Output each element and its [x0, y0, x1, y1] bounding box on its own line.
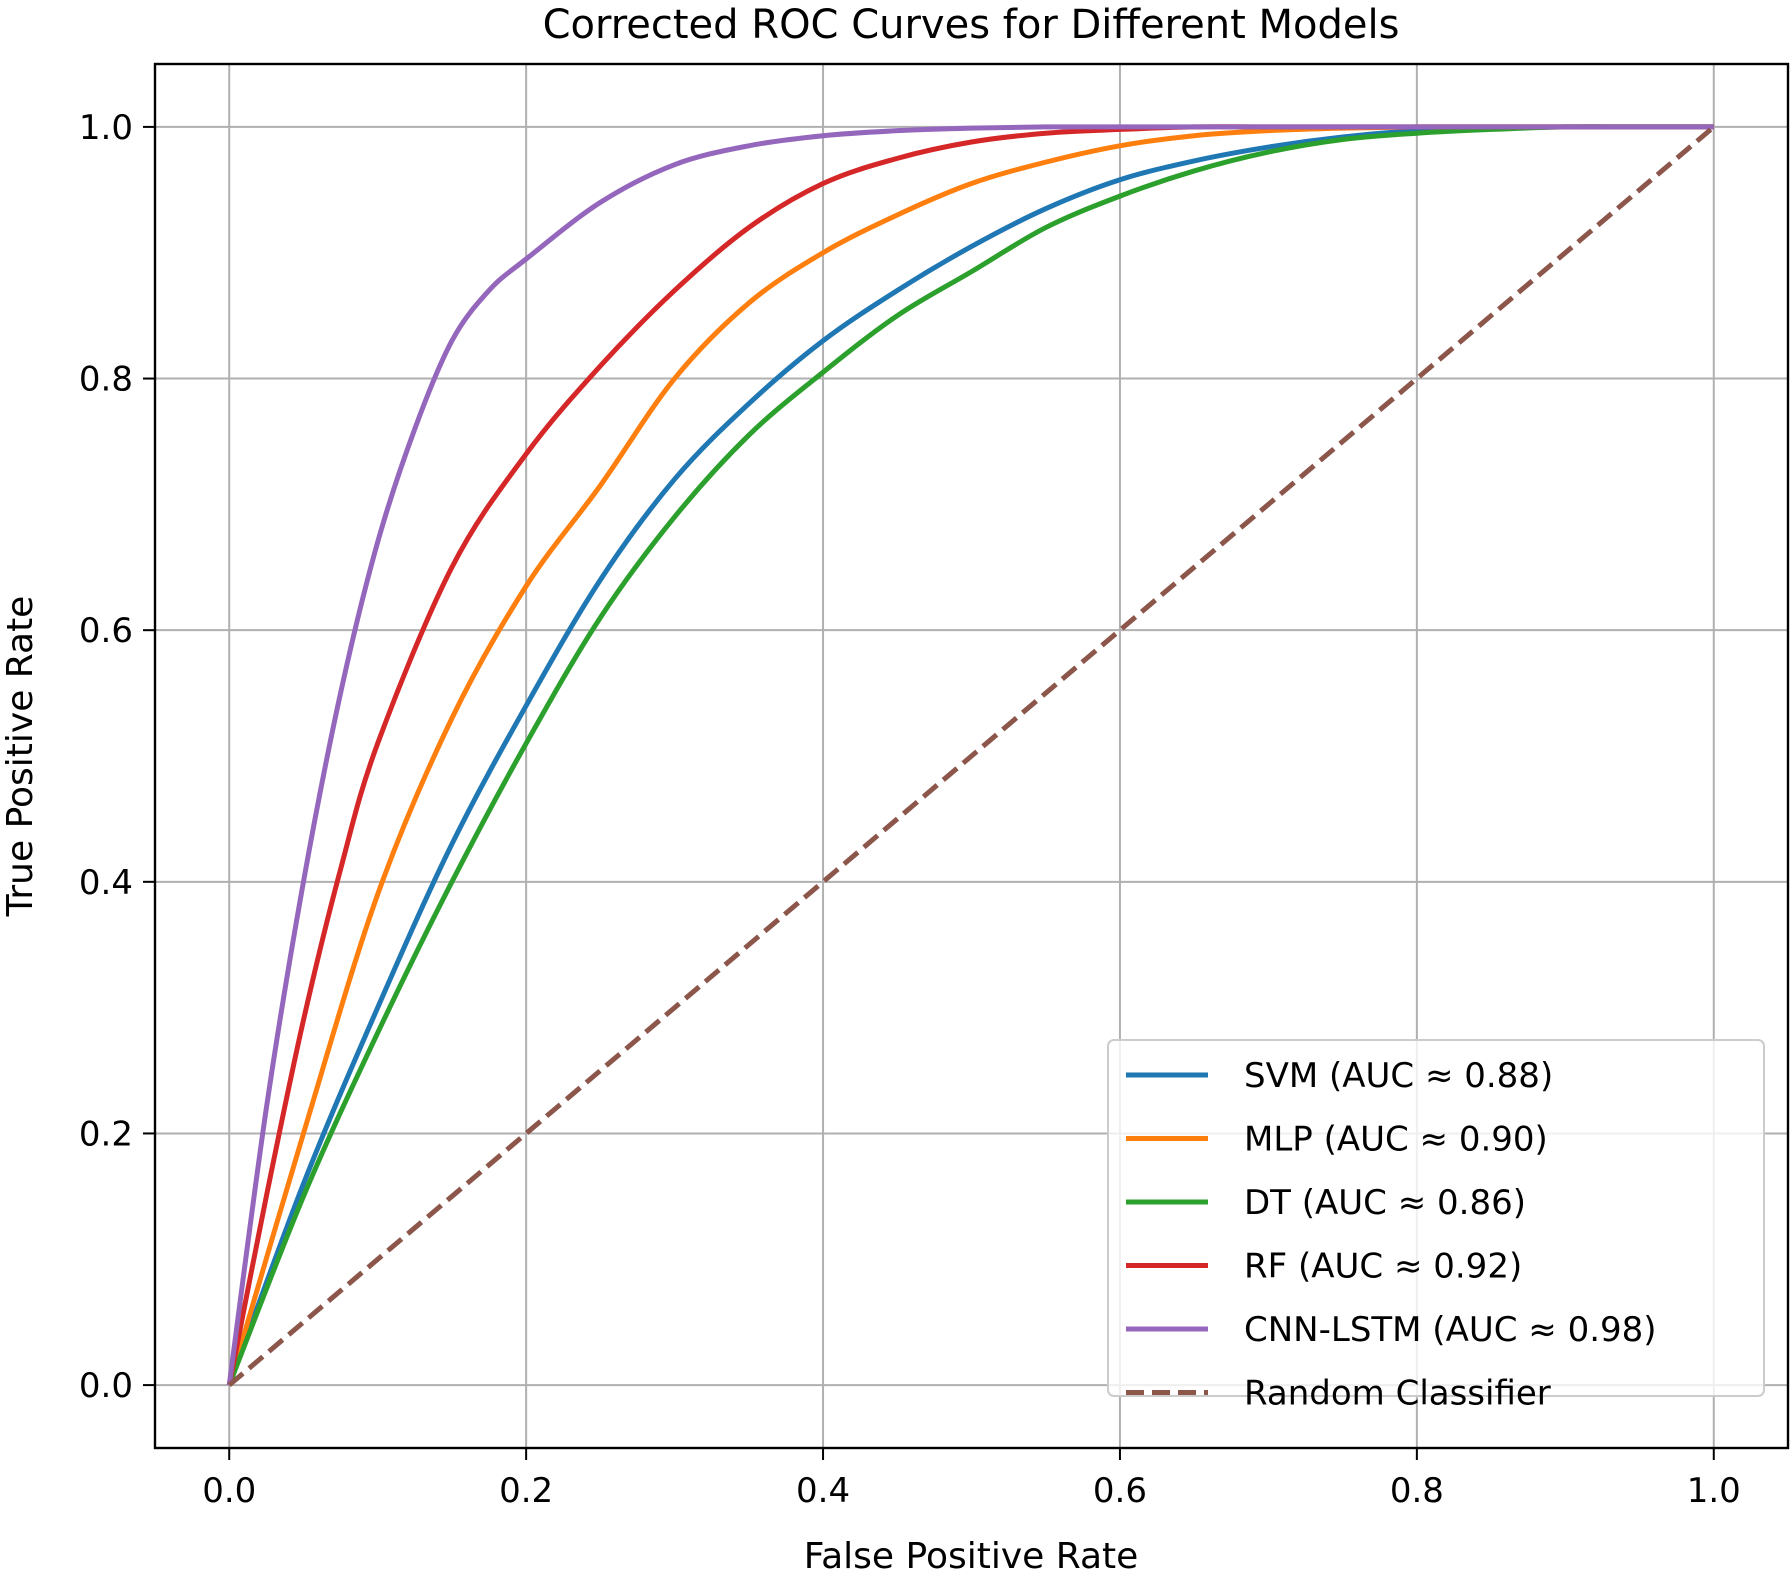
series-line-dt [226, 124, 1714, 1387]
y-tick-label: 0.0 [79, 1366, 133, 1406]
series-line-random [227, 125, 1716, 1387]
grid-lines [155, 64, 1788, 1448]
series-line-cnn-lstm [226, 124, 1714, 1386]
series-lines [226, 124, 1716, 1387]
legend-label-mlp: MLP (AUC ≈ 0.90) [1244, 1120, 1548, 1160]
x-tick-label: 0.6 [1093, 1471, 1147, 1511]
x-tick-label: 1.0 [1687, 1471, 1741, 1511]
y-tick-label: 1.0 [79, 108, 133, 148]
legend-label-svm: SVM (AUC ≈ 0.88) [1244, 1056, 1553, 1096]
legend-label-random: Random Classifier [1244, 1374, 1551, 1414]
x-tick-label: 0.4 [796, 1471, 850, 1511]
x-axis-label: False Positive Rate [804, 1536, 1139, 1575]
legend-label-rf: RF (AUC ≈ 0.92) [1244, 1247, 1522, 1287]
legend-label-cnn-lstm: CNN-LSTM (AUC ≈ 0.98) [1244, 1310, 1657, 1350]
axis-ticks: 0.0 0.2 0.4 0.6 0.8 1.0 0.0 0.2 0.4 0.6 0.8 1.0 [79, 108, 1741, 1511]
y-tick-label: 0.6 [79, 611, 133, 651]
y-tick-label: 0.2 [79, 1114, 133, 1154]
chart-title: Corrected ROC Curves for Different Model… [543, 2, 1400, 48]
plot-frame [153, 62, 1790, 1450]
legend-box [1107, 1039, 1765, 1397]
y-axis-label: True Positive Rate [0, 596, 41, 918]
x-tick-label: 0.2 [499, 1471, 553, 1511]
x-tick-label: 0.0 [202, 1471, 256, 1511]
legend: SVM (AUC ≈ 0.88) MLP (AUC ≈ 0.90) DT (AUC … [1107, 1039, 1765, 1414]
y-tick-label: 0.8 [79, 360, 133, 400]
x-tick-label: 0.8 [1390, 1471, 1444, 1511]
y-tick-label: 0.4 [79, 863, 133, 903]
legend-label-dt: DT (AUC ≈ 0.86) [1244, 1183, 1526, 1223]
